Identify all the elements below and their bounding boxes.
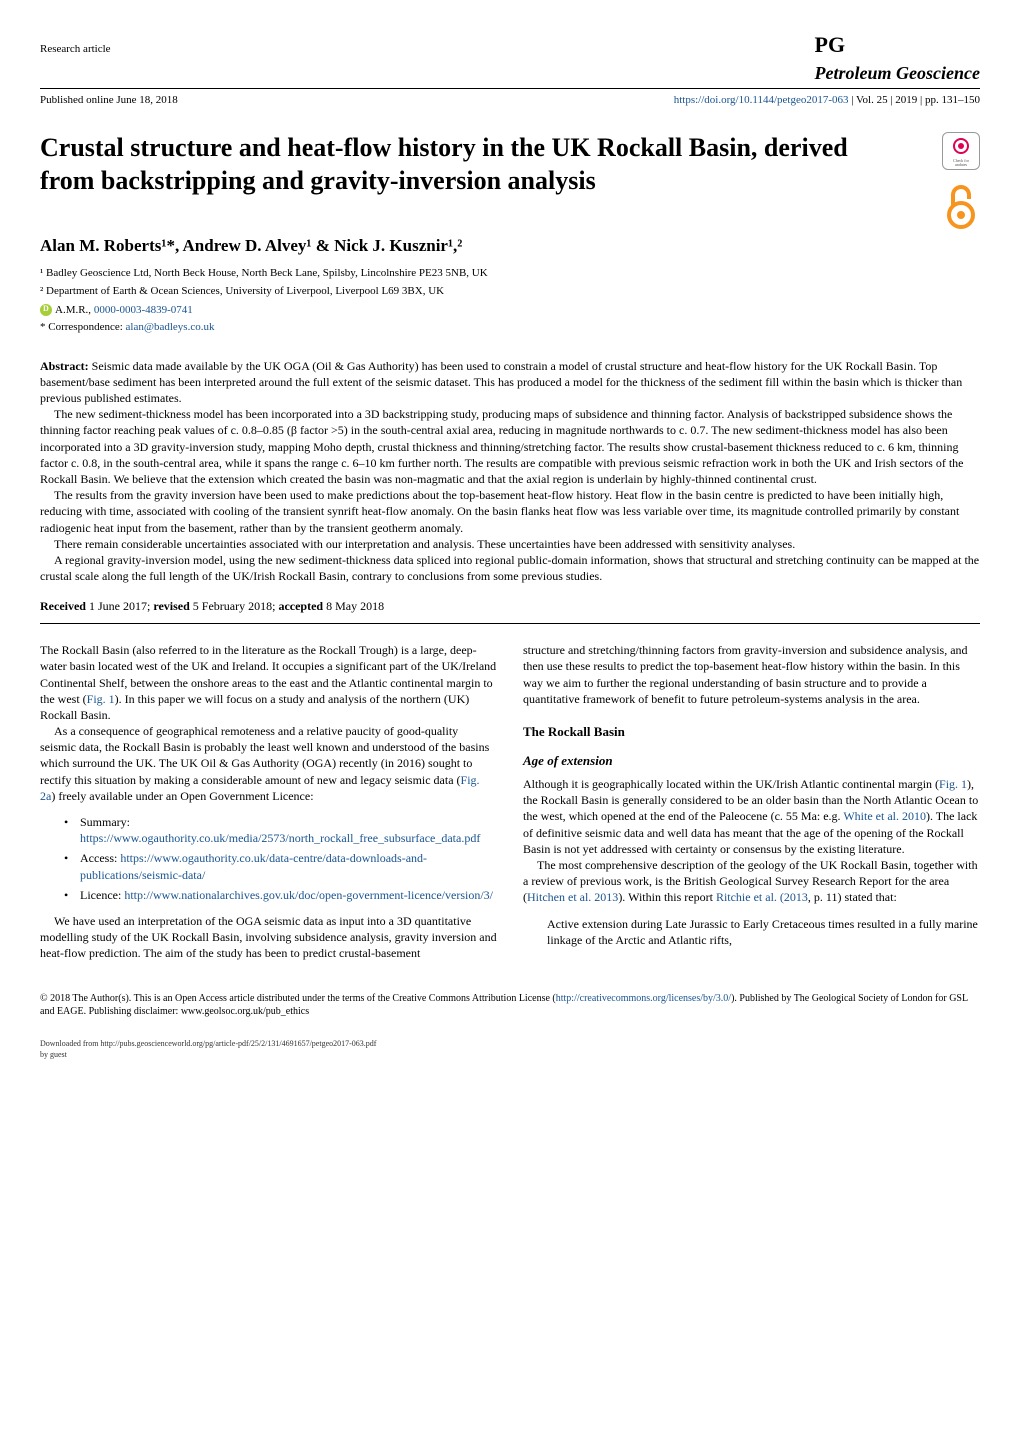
bullet-icon: • xyxy=(64,850,80,882)
section-heading: The Rockall Basin xyxy=(523,723,980,741)
svg-text:updates: updates xyxy=(955,162,968,166)
left-p3: We have used an interpretation of the OG… xyxy=(40,913,497,962)
received-value: 1 June 2017; xyxy=(86,599,153,613)
doi-volume: https://doi.org/10.1144/petgeo2017-063 |… xyxy=(674,93,980,108)
open-access-badge xyxy=(944,182,978,234)
abstract: Abstract: Seismic data made available by… xyxy=(40,358,980,585)
list-item-url[interactable]: http://www.nationalarchives.gov.uk/doc/o… xyxy=(124,888,493,902)
left-column: The Rockall Basin (also referred to in t… xyxy=(40,642,497,961)
right-p2: Although it is geographically located wi… xyxy=(523,776,980,857)
abstract-p4: There remain considerable uncertainties … xyxy=(40,536,980,552)
badges-column: Check for updates xyxy=(942,132,980,234)
revised-value: 5 February 2018; xyxy=(190,599,279,613)
correspondence-label: * Correspondence: xyxy=(40,321,126,333)
left-p2: As a consequence of geographical remoten… xyxy=(40,723,497,804)
fig1-ref[interactable]: Fig. 1 xyxy=(87,692,115,706)
bullet-icon: • xyxy=(64,814,80,846)
abstract-p2: The new sediment-thickness model has bee… xyxy=(40,406,980,487)
affiliation-1: ¹ Badley Geoscience Ltd, North Beck Hous… xyxy=(40,266,980,281)
orcid-id[interactable]: 0000-0003-4839-0741 xyxy=(94,304,193,316)
list-item: • Access: https://www.ogauthority.co.uk/… xyxy=(64,850,497,882)
list-item-body: Licence: http://www.nationalarchives.gov… xyxy=(80,887,497,903)
vol-pp: | Vol. 25 | 2019 | pp. 131–150 xyxy=(849,94,981,106)
list-item-body: Summary: https://www.ogauthority.co.uk/m… xyxy=(80,814,497,846)
fig1-ref[interactable]: Fig. 1 xyxy=(939,777,967,791)
list-item: • Licence: http://www.nationalarchives.g… xyxy=(64,887,497,903)
article-title: Crustal structure and heat-flow history … xyxy=(40,132,900,197)
left-p1: The Rockall Basin (also referred to in t… xyxy=(40,642,497,723)
list-item: • Summary: https://www.ogauthority.co.uk… xyxy=(64,814,497,846)
crossmark-badge[interactable]: Check for updates xyxy=(942,132,980,170)
journal-name: Petroleum Geoscience xyxy=(815,63,980,83)
block-quote: Active extension during Late Jurassic to… xyxy=(547,916,980,948)
download-url: Downloaded from http://pubs.geosciencewo… xyxy=(40,1038,980,1049)
accepted-value: 8 May 2018 xyxy=(323,599,384,613)
orcid-icon xyxy=(40,304,52,316)
list-item-url[interactable]: https://www.ogauthority.co.uk/media/2573… xyxy=(80,831,480,845)
doi-link[interactable]: https://doi.org/10.1144/petgeo2017-063 xyxy=(674,94,849,106)
dates-line: Received 1 June 2017; revised 5 February… xyxy=(40,598,980,615)
accepted-label: accepted xyxy=(278,599,323,613)
license-url[interactable]: http://creativecommons.org/licenses/by/3… xyxy=(556,993,731,1004)
link-list: • Summary: https://www.ogauthority.co.uk… xyxy=(64,814,497,903)
list-item-url[interactable]: https://www.ogauthority.co.uk/data-centr… xyxy=(80,851,427,881)
open-access-icon xyxy=(945,183,977,233)
orcid-line: A.M.R., 0000-0003-4839-0741 xyxy=(40,303,980,318)
white-ref[interactable]: White et al. 2010 xyxy=(843,809,926,823)
research-article-label: Research article xyxy=(40,42,111,57)
footer-license: © 2018 The Author(s). This is an Open Ac… xyxy=(40,992,980,1018)
list-item-body: Access: https://www.ogauthority.co.uk/da… xyxy=(80,850,497,882)
orcid-prefix: A.M.R., xyxy=(55,304,94,316)
revised-label: revised xyxy=(153,599,189,613)
crossmark-icon: Check for updates xyxy=(946,136,976,166)
authors: Alan M. Roberts¹*, Andrew D. Alvey¹ & Ni… xyxy=(40,234,980,258)
abstract-p3: The results from the gravity inversion h… xyxy=(40,487,980,536)
ritchie-ref[interactable]: Ritchie et al. (2013 xyxy=(716,890,808,904)
affiliation-2: ² Department of Earth & Ocean Sciences, … xyxy=(40,284,980,299)
right-p3b: ). Within this report xyxy=(618,890,716,904)
pub-row: Published online June 18, 2018 https://d… xyxy=(40,93,980,108)
divider xyxy=(40,623,980,624)
left-p2a: As a consequence of geographical remoten… xyxy=(40,724,489,787)
right-column: structure and stretching/thinning factor… xyxy=(523,642,980,961)
list-item-label: Access: xyxy=(80,851,117,865)
left-p2b: ) freely available under an Open Governm… xyxy=(51,789,313,803)
list-item-label: Summary: xyxy=(80,815,130,829)
title-row: Crustal structure and heat-flow history … xyxy=(40,132,980,234)
header-row: Research article PG Petroleum Geoscience xyxy=(40,30,980,89)
bullet-icon: • xyxy=(64,887,80,903)
by-guest: by guest xyxy=(40,1049,980,1060)
abstract-p1: Seismic data made available by the UK OG… xyxy=(40,359,962,405)
download-line: Downloaded from http://pubs.geosciencewo… xyxy=(40,1038,980,1060)
license-text-a: © 2018 The Author(s). This is an Open Ac… xyxy=(40,993,556,1004)
abstract-p5: A regional gravity-inversion model, usin… xyxy=(40,552,980,584)
published-date: Published online June 18, 2018 xyxy=(40,93,178,108)
journal-title: PG Petroleum Geoscience xyxy=(815,30,980,86)
abstract-label: Abstract: xyxy=(40,359,89,373)
subsection-heading: Age of extension xyxy=(523,752,980,770)
correspondence: * Correspondence: alan@badleys.co.uk xyxy=(40,320,980,335)
journal-pg: PG xyxy=(815,32,846,57)
hitchen-ref[interactable]: Hitchen et al. 2013 xyxy=(527,890,618,904)
list-item-label: Licence: xyxy=(80,888,121,902)
right-p3c: , p. 11) stated that: xyxy=(808,890,897,904)
correspondence-email[interactable]: alan@badleys.co.uk xyxy=(126,321,215,333)
right-p3: The most comprehensive description of th… xyxy=(523,857,980,906)
body-columns: The Rockall Basin (also referred to in t… xyxy=(40,642,980,961)
right-p1: structure and stretching/thinning factor… xyxy=(523,642,980,707)
right-p2a: Although it is geographically located wi… xyxy=(523,777,939,791)
received-label: Received xyxy=(40,599,86,613)
